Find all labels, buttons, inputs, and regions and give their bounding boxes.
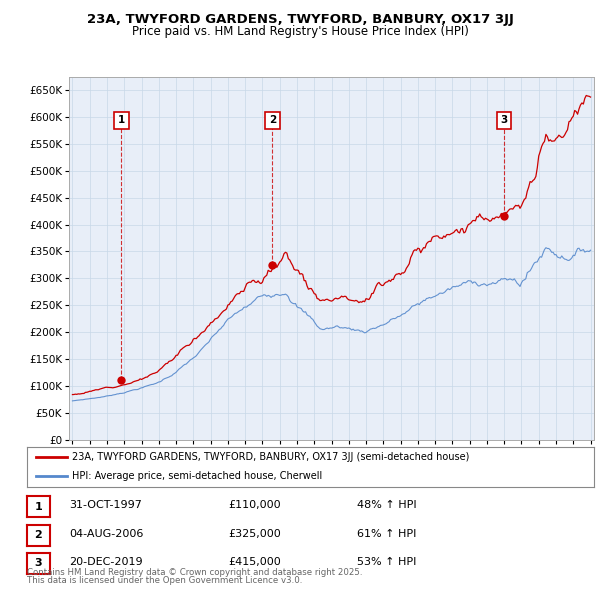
Text: 1: 1: [118, 115, 125, 125]
Text: 23A, TWYFORD GARDENS, TWYFORD, BANBURY, OX17 3JJ (semi-detached house): 23A, TWYFORD GARDENS, TWYFORD, BANBURY, …: [73, 453, 470, 463]
Text: 2: 2: [35, 530, 42, 540]
Text: 61% ↑ HPI: 61% ↑ HPI: [357, 529, 416, 539]
Text: 23A, TWYFORD GARDENS, TWYFORD, BANBURY, OX17 3JJ: 23A, TWYFORD GARDENS, TWYFORD, BANBURY, …: [86, 13, 514, 26]
Text: 1: 1: [35, 502, 42, 512]
Text: HPI: Average price, semi-detached house, Cherwell: HPI: Average price, semi-detached house,…: [73, 471, 323, 481]
Text: 3: 3: [35, 559, 42, 568]
Text: 04-AUG-2006: 04-AUG-2006: [69, 529, 143, 539]
Text: £415,000: £415,000: [228, 557, 281, 567]
Text: Contains HM Land Registry data © Crown copyright and database right 2025.: Contains HM Land Registry data © Crown c…: [27, 568, 362, 577]
Text: 53% ↑ HPI: 53% ↑ HPI: [357, 557, 416, 567]
Text: Price paid vs. HM Land Registry's House Price Index (HPI): Price paid vs. HM Land Registry's House …: [131, 25, 469, 38]
Text: 31-OCT-1997: 31-OCT-1997: [69, 500, 142, 510]
Text: 20-DEC-2019: 20-DEC-2019: [69, 557, 143, 567]
Text: 2: 2: [269, 115, 276, 125]
Text: This data is licensed under the Open Government Licence v3.0.: This data is licensed under the Open Gov…: [27, 576, 302, 585]
Text: £325,000: £325,000: [228, 529, 281, 539]
Text: £110,000: £110,000: [228, 500, 281, 510]
Text: 48% ↑ HPI: 48% ↑ HPI: [357, 500, 416, 510]
Text: 3: 3: [500, 115, 508, 125]
